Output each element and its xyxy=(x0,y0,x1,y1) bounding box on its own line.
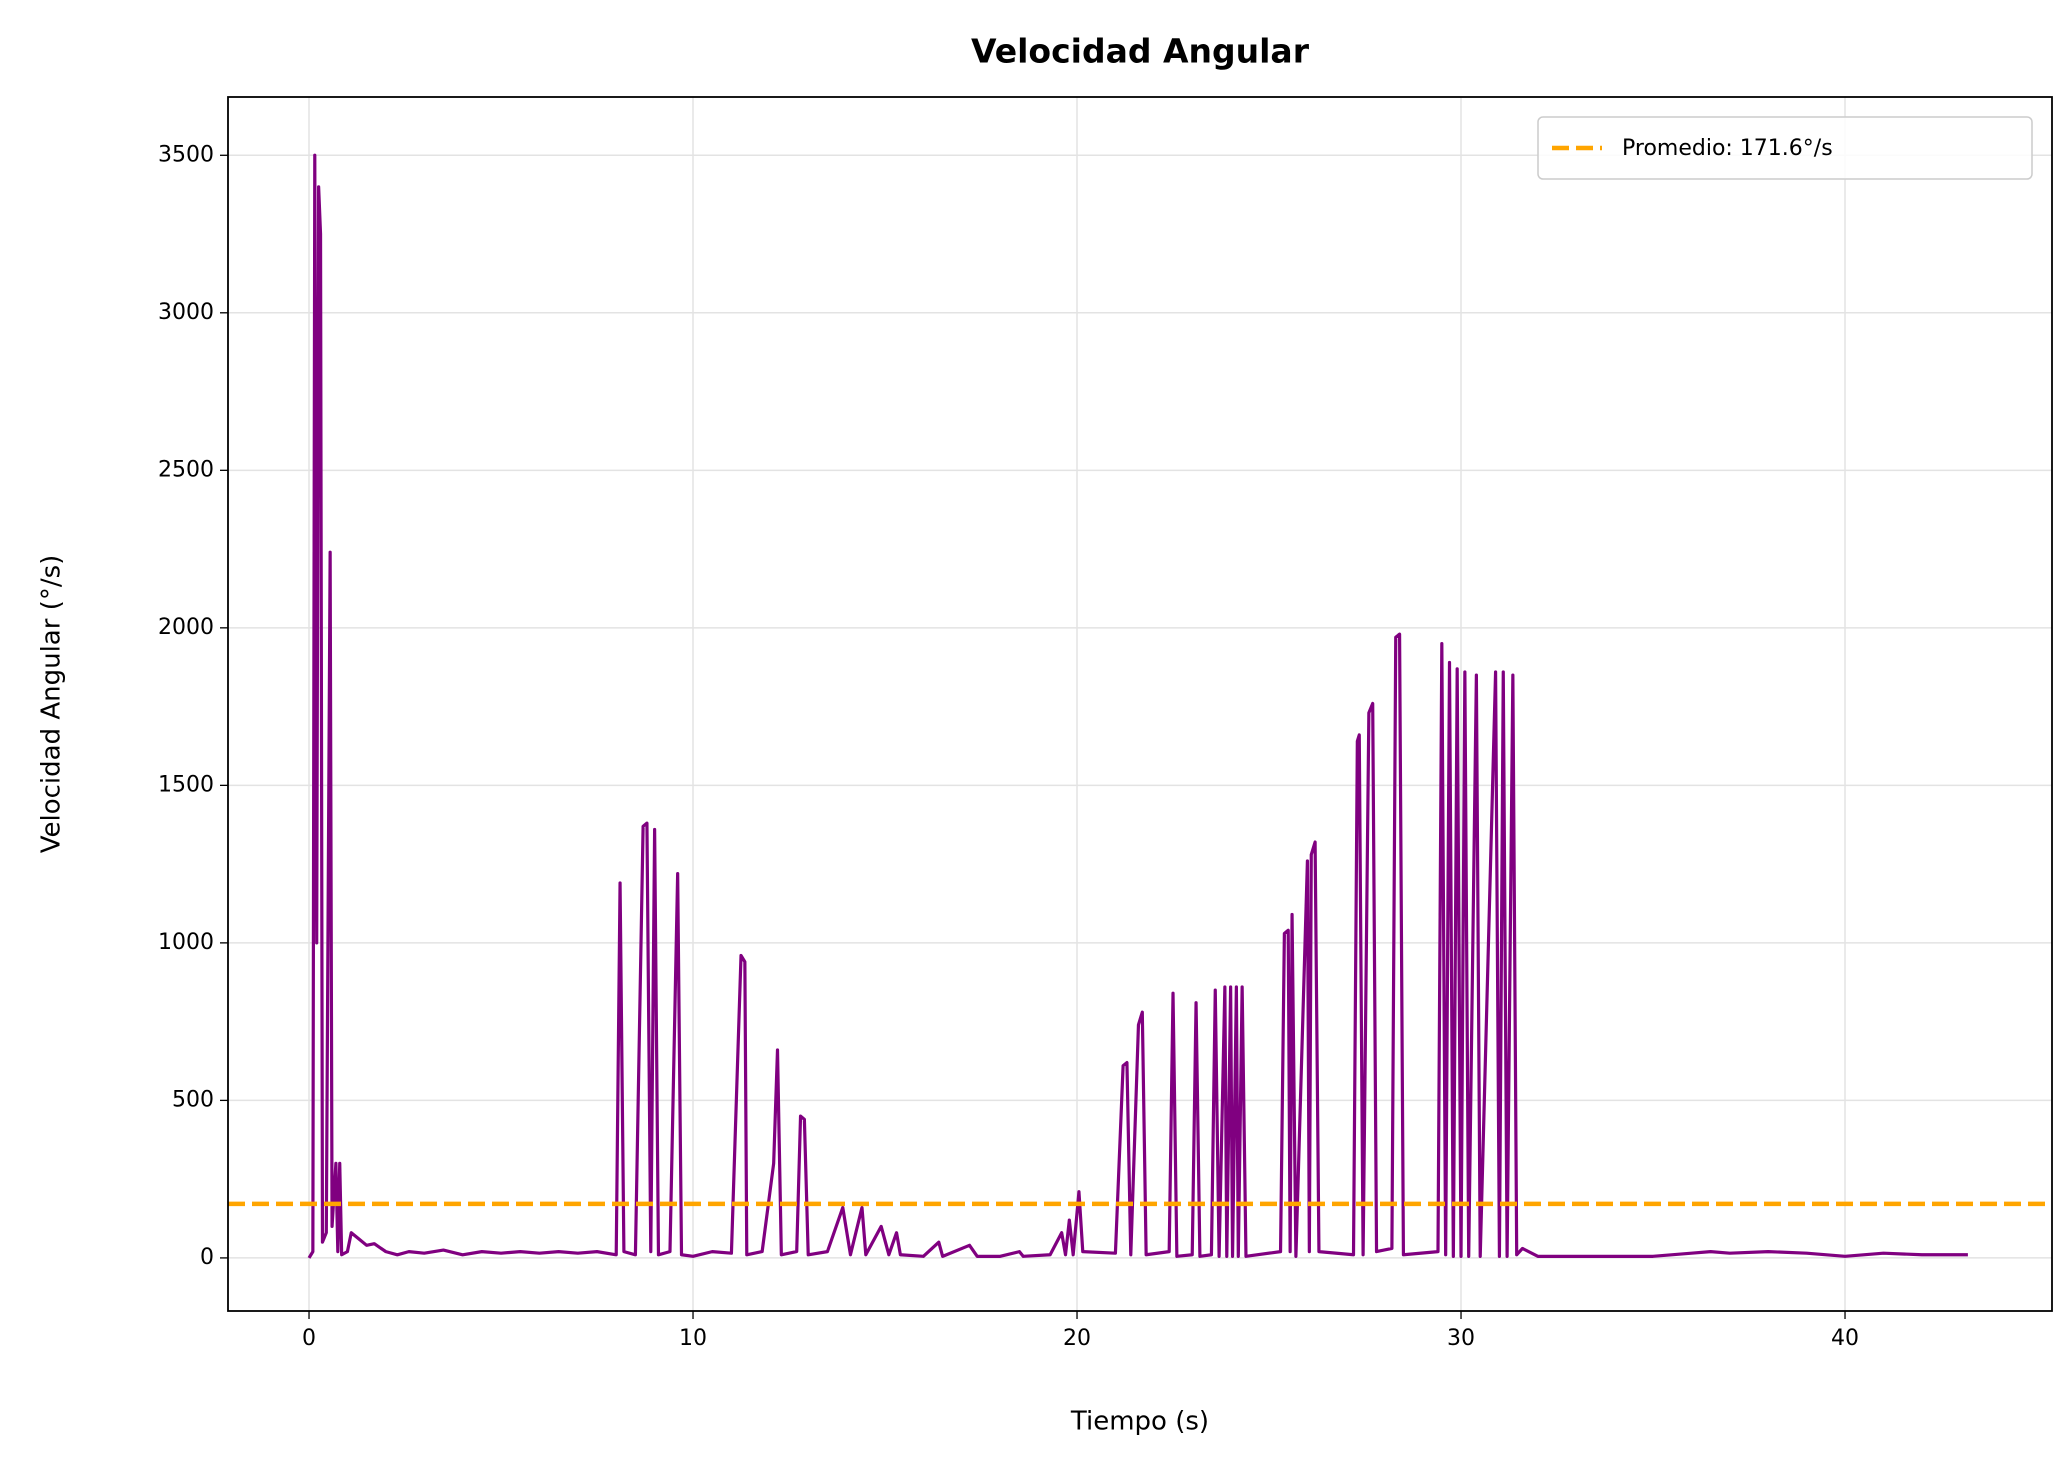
y-tick-label: 1500 xyxy=(158,772,214,797)
y-tick-label: 2500 xyxy=(158,457,214,482)
y-tick-label: 500 xyxy=(172,1087,214,1112)
legend-box xyxy=(1537,116,2033,180)
y-tick-label: 3500 xyxy=(158,142,214,167)
y-axis-label: Velocidad Angular (°/s) xyxy=(37,555,67,854)
x-tick-label: 0 xyxy=(302,1326,316,1351)
frame xyxy=(227,96,2053,1312)
y-tick-label: 0 xyxy=(200,1245,214,1270)
y-tick-label: 3000 xyxy=(158,300,214,325)
y-tick-label: 1000 xyxy=(158,930,214,955)
x-tick-label: 40 xyxy=(1831,1326,1859,1351)
chart-title: Velocidad Angular xyxy=(971,32,1310,71)
x-tick-label: 30 xyxy=(1447,1326,1475,1351)
x-tick-label: 20 xyxy=(1063,1326,1091,1351)
y-tick-label: 2000 xyxy=(158,615,214,640)
data-line xyxy=(307,153,1968,1259)
legend-label: Promedio: 171.6°/s xyxy=(1622,136,1833,161)
x-tick-label: 10 xyxy=(679,1326,707,1351)
x-axis-label: Tiempo (s) xyxy=(1070,1407,1209,1437)
